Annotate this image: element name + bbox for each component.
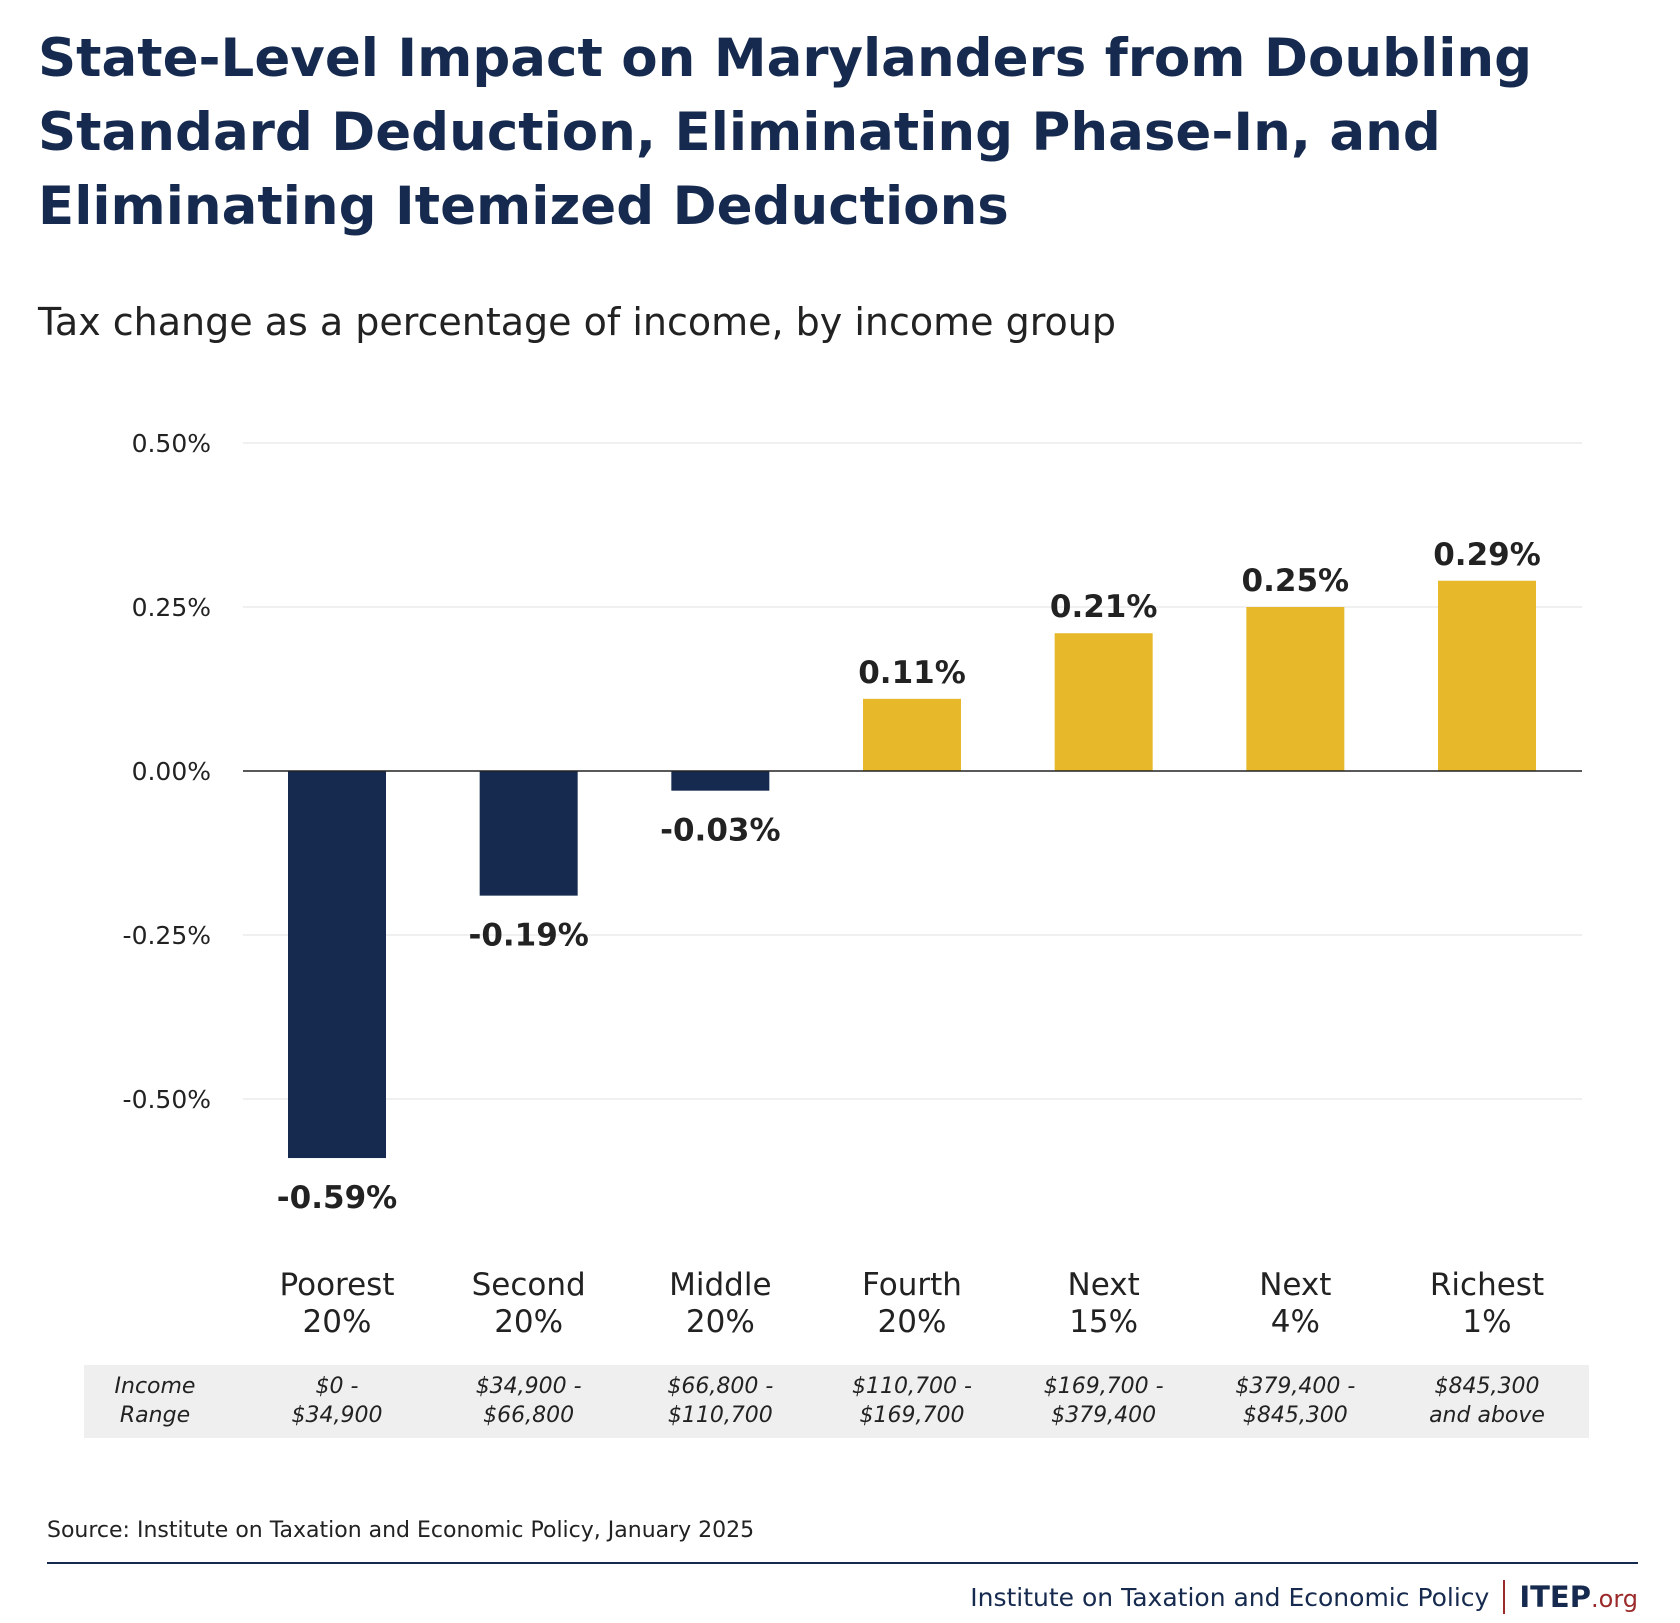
income-range-band [84,1365,1589,1438]
x-tick-label: Next [1068,1267,1140,1303]
x-tick-label: 15% [1069,1304,1138,1340]
footer-org: Institute on Taxation and Economic Polic… [970,1582,1490,1612]
data-label: 0.25% [1242,563,1350,599]
income-range-value: $34,900 - $66,800 [475,1374,582,1428]
x-tick-label: Middle [669,1267,771,1303]
x-tick-label: 20% [686,1304,755,1340]
income-range-value: $169,700 - $379,400 [1043,1374,1164,1428]
data-label: -0.03% [660,813,780,849]
data-label: 0.11% [858,655,966,691]
bar [288,771,386,1159]
x-tick-label: 4% [1271,1304,1320,1340]
x-tick-label: Poorest [280,1267,395,1303]
footer-separator [1503,1580,1506,1614]
x-tick-label: Second [472,1267,586,1303]
x-tick-label: 1% [1462,1304,1511,1340]
itep-logo: ITEP.org [1519,1580,1638,1614]
bar [1054,633,1153,771]
y-tick-label: 0.50% [132,429,211,458]
data-label: 0.21% [1050,589,1158,625]
income-range-value: $110,700 - $169,700 [852,1374,972,1428]
bar [863,698,961,771]
footer-divider [47,1562,1638,1564]
x-tick-label: Richest [1430,1267,1544,1303]
income-range-value: $845,300 and above [1429,1374,1545,1428]
bar [479,771,578,896]
bar [1438,580,1536,771]
income-range-value: $379,400 - $845,300 [1235,1374,1356,1428]
bar [671,771,770,791]
data-label: 0.29% [1433,537,1541,573]
x-tick-label: Next [1259,1267,1331,1303]
y-tick-label: 0.25% [132,593,211,622]
footer: Institute on Taxation and Economic Polic… [970,1580,1638,1614]
income-range-value: $66,800 - $110,700 [667,1374,774,1428]
data-label: -0.19% [468,918,588,954]
income-range-value: $0 - $34,900 [291,1374,383,1428]
bar [1246,607,1345,771]
data-label: -0.59% [277,1180,397,1216]
chart-subtitle: Tax change as a percentage of income, by… [38,300,1116,344]
y-tick-label: -0.25% [123,921,211,950]
x-tick-label: Fourth [862,1267,962,1303]
x-tick-label: 20% [494,1304,563,1340]
x-tick-label: 20% [303,1304,372,1340]
y-tick-label: -0.50% [123,1085,211,1114]
y-tick-label: 0.00% [132,757,211,786]
income-range-label: Income Range [114,1374,196,1428]
source-note: Source: Institute on Taxation and Econom… [47,1518,755,1543]
chart-title: State-Level Impact on Marylanders from D… [38,28,1533,237]
x-tick-label: 20% [878,1304,947,1340]
